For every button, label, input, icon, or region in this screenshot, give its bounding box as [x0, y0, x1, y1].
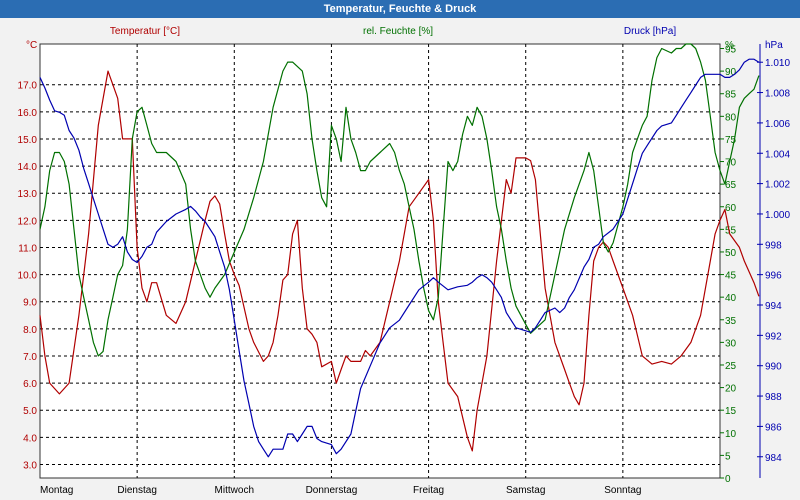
humidity-tick-label: 75: [725, 135, 737, 146]
pressure-tick-label: 1.008: [765, 89, 790, 100]
pressure-tick-label: 994: [765, 301, 782, 312]
grid: [40, 44, 720, 478]
temperature-tick-label: 4.0: [23, 433, 37, 444]
humidity-tick-label: 70: [725, 158, 737, 169]
pressure-tick-label: 1.010: [765, 58, 790, 69]
temperature-tick-label: 5.0: [23, 406, 37, 417]
humidity-tick-label: 85: [725, 90, 737, 101]
temperature-tick-label: 10.0: [18, 271, 38, 282]
pressure-tick-label: 1.002: [765, 180, 790, 191]
series-lines: [39, 43, 760, 458]
pressure-unit: hPa: [765, 40, 783, 51]
temperature-tick-label: 12.0: [18, 216, 38, 227]
temperature-tick-label: 7.0: [23, 352, 37, 363]
temperature-tick-label: 15.0: [18, 135, 38, 146]
pres-series-line: [39, 58, 760, 458]
humidity-tick-label: 55: [725, 225, 737, 236]
temperature-tick-label: 3.0: [23, 460, 37, 471]
humidity-tick-label: 95: [725, 45, 737, 56]
day-name-label: Donnerstag: [306, 485, 358, 496]
pressure-series-label: Druck [hPa]: [624, 26, 676, 37]
pressure-tick-label: 988: [765, 392, 782, 403]
day-name-label: Sonntag: [604, 485, 641, 496]
hum-series-line: [39, 43, 760, 357]
temperature-series-label: Temperatur [°C]: [110, 26, 180, 37]
day-name-label: Mittwoch: [215, 485, 254, 496]
pressure-tick-label: 984: [765, 453, 782, 464]
humidity-unit: %: [725, 40, 734, 51]
humidity-tick-label: 10: [725, 429, 737, 440]
temperature-unit: °C: [26, 40, 37, 51]
humidity-tick-label: 40: [725, 293, 737, 304]
pressure-tick-label: 992: [765, 331, 782, 342]
pressure-tick-label: 986: [765, 422, 782, 433]
temperature-tick-label: 11.0: [18, 243, 37, 254]
humidity-tick-label: 20: [725, 384, 737, 395]
pressure-tick-label: 1.006: [765, 119, 790, 130]
humidity-tick-label: 60: [725, 203, 737, 214]
humidity-tick-label: 80: [725, 112, 737, 123]
pressure-axis: 984 986 988 990 992 994 996 998 1.000 1.002 1.004 1…: [757, 44, 790, 478]
humidity-tick-label: 5: [725, 451, 731, 462]
window-title: Temperatur, Feuchte & Druck: [0, 0, 800, 18]
humidity-axis: 0 5 10 15 20 25 30 35 40 45 50 55 60 65 70 75 80 85 90 95: [720, 45, 737, 485]
pressure-tick-label: 1.000: [765, 210, 790, 221]
temperature-axis: 3.0 4.0 5.0 6.0 7.0 8.0 9.0 10.0 11.0 12.0 13.0 14.…: [18, 81, 38, 472]
temperature-tick-label: 17.0: [18, 81, 38, 92]
humidity-tick-label: 25: [725, 361, 737, 372]
temperature-tick-label: 14.0: [18, 162, 38, 173]
humidity-tick-label: 65: [725, 180, 737, 191]
day-name-label: Freitag: [413, 485, 444, 496]
humidity-tick-label: 35: [725, 316, 737, 327]
humidity-tick-label: 50: [725, 248, 737, 259]
plot-area: [39, 43, 721, 479]
pressure-tick-label: 996: [765, 271, 782, 282]
temp-series-line: [39, 70, 760, 452]
temperature-tick-label: 13.0: [18, 189, 38, 200]
day-name-label: Dienstag: [117, 485, 156, 496]
pressure-tick-label: 1.004: [765, 149, 790, 160]
day-name-label: Montag: [40, 485, 73, 496]
humidity-tick-label: 90: [725, 67, 737, 78]
humidity-tick-label: 0: [725, 474, 731, 485]
humidity-tick-label: 45: [725, 271, 737, 282]
chart: 3.0 4.0 5.0 6.0 7.0 8.0 9.0 10.0 11.0 12.0 13.0 14.…: [18, 26, 791, 496]
humidity-series-label: rel. Feuchte [%]: [363, 26, 433, 37]
day-name-label: Samstag: [506, 485, 545, 496]
temperature-tick-label: 9.0: [23, 298, 37, 309]
pressure-tick-label: 990: [765, 362, 782, 373]
humidity-tick-label: 30: [725, 338, 737, 349]
humidity-tick-label: 15: [725, 406, 737, 417]
temperature-tick-label: 6.0: [23, 379, 37, 390]
pressure-tick-label: 998: [765, 240, 782, 251]
x-axis-labels: Montag10.04.23Dienstag11.04.23Mittwoch12…: [40, 485, 641, 496]
temperature-tick-label: 8.0: [23, 325, 37, 336]
temperature-tick-label: 16.0: [18, 108, 38, 119]
